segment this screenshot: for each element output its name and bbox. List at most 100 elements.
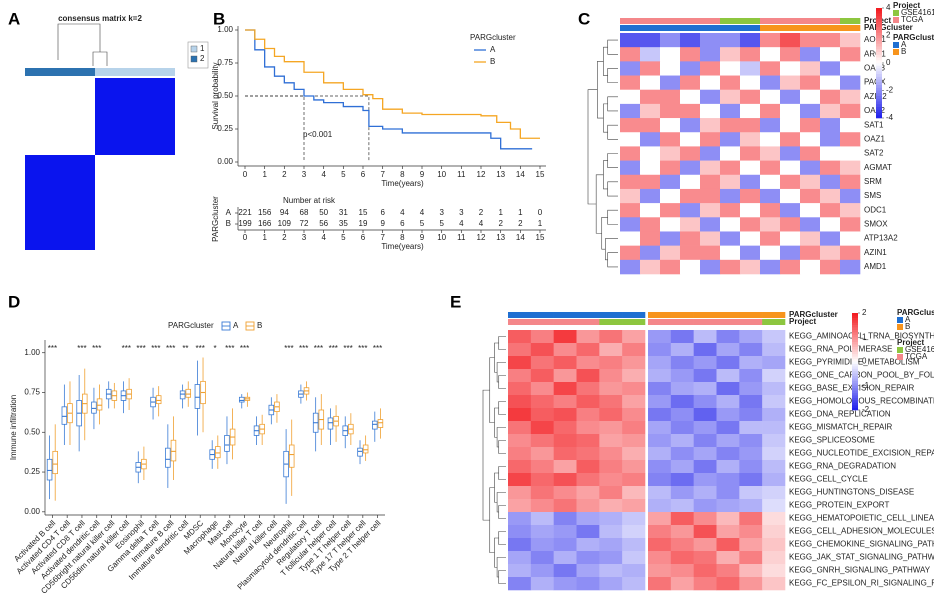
heatmap-cell bbox=[670, 408, 694, 422]
heatmap-cell bbox=[739, 499, 763, 513]
row-dendrogram bbox=[603, 46, 608, 76]
heatmap-cell bbox=[720, 217, 741, 232]
heatmap-cell bbox=[760, 33, 781, 48]
heatmap-cell bbox=[693, 564, 717, 578]
heatmap-cell bbox=[780, 103, 801, 119]
heatmap-cell bbox=[693, 486, 717, 500]
heatmap-cell bbox=[680, 103, 701, 119]
heatmap-cell bbox=[739, 330, 763, 344]
row-dendrogram bbox=[489, 357, 495, 423]
heatmap-cell bbox=[648, 473, 672, 487]
risk-value: 2 bbox=[479, 208, 484, 217]
legend-label: B bbox=[905, 322, 910, 331]
row-dendrogram bbox=[607, 124, 618, 140]
row-label: KEGG_CHEMOKINE_SIGNALING_PATHWAY bbox=[789, 540, 934, 549]
heatmap-cell bbox=[740, 245, 761, 261]
heatmap-cell bbox=[553, 499, 577, 513]
y-tick-label: 0.00 bbox=[24, 507, 40, 516]
risk-value: 50 bbox=[319, 208, 328, 217]
column-annotation bbox=[800, 25, 821, 31]
heatmap-cell bbox=[648, 564, 672, 578]
colorbar-slice bbox=[852, 373, 858, 377]
heatmap-cell bbox=[740, 160, 761, 176]
heatmap-cell bbox=[508, 395, 532, 409]
heatmap-cell bbox=[820, 75, 841, 91]
heatmap-cell bbox=[820, 47, 841, 62]
colorbar-slice bbox=[852, 334, 858, 338]
colorbar-slice bbox=[876, 63, 882, 67]
heatmap-cell bbox=[648, 525, 672, 539]
heatmap-cell bbox=[716, 330, 740, 344]
row-dendrogram bbox=[498, 466, 506, 480]
heatmap-cell bbox=[800, 103, 821, 119]
row-label: ARG1 bbox=[864, 49, 886, 58]
heatmap-cell bbox=[508, 473, 532, 487]
row-label: AMD1 bbox=[864, 262, 887, 271]
legend-swatch bbox=[897, 324, 903, 330]
legend-label: A bbox=[233, 321, 239, 330]
heatmap-cell bbox=[800, 146, 821, 161]
colorbar-slice bbox=[852, 339, 858, 343]
table-x-tick-label: 11 bbox=[457, 233, 466, 242]
x-tick-label: 11 bbox=[457, 170, 466, 179]
row-dendrogram bbox=[607, 153, 618, 168]
heatmap-cell bbox=[648, 369, 672, 383]
column-annotation bbox=[660, 18, 681, 24]
colorbar-slice bbox=[852, 368, 858, 372]
heatmap-cell bbox=[739, 577, 763, 591]
heatmap-cell bbox=[640, 259, 661, 275]
row-dendrogram bbox=[482, 389, 490, 521]
heatmap-cell bbox=[700, 160, 721, 176]
risk-value: 1 bbox=[538, 219, 543, 228]
colorbar-slice bbox=[876, 96, 882, 100]
heatmap-cell bbox=[599, 356, 623, 370]
heatmap-cell bbox=[508, 421, 532, 435]
x-axis-label: Time(years) bbox=[381, 179, 424, 188]
heatmap-cell bbox=[660, 160, 681, 176]
heatmap-cell bbox=[720, 188, 741, 204]
heatmap-cell bbox=[670, 434, 694, 448]
heatmap-cell bbox=[716, 551, 740, 565]
significance: *** bbox=[358, 344, 367, 353]
risk-value: 5 bbox=[439, 219, 444, 228]
heatmap-cell bbox=[553, 395, 577, 409]
heatmap-cell bbox=[660, 231, 681, 246]
row-label: KEGG_AMINOACYL_TRNA_BIOSYNTHESIS bbox=[789, 332, 934, 341]
column-annotation bbox=[25, 68, 95, 76]
colorbar-slice bbox=[852, 322, 858, 326]
risk-value: 1 bbox=[518, 208, 523, 217]
heatmap-cell bbox=[800, 188, 821, 204]
heatmap-cell bbox=[576, 473, 600, 487]
heatmap-cell bbox=[693, 408, 717, 422]
legend-label: GSE41613 bbox=[901, 8, 934, 17]
heatmap-cell bbox=[720, 132, 741, 147]
row-label: KEGG_RNA_DEGRADATION bbox=[789, 462, 896, 471]
heatmap-cell bbox=[762, 486, 786, 500]
risk-value: 166 bbox=[258, 219, 272, 228]
colorbar-label: 0 bbox=[886, 58, 891, 67]
heatmap-cell bbox=[620, 146, 641, 161]
legend-label: A bbox=[490, 45, 496, 54]
x-tick-label: 2 bbox=[282, 170, 287, 179]
column-annotation bbox=[820, 18, 841, 24]
row-label: KEGG_GNRH_SIGNALING_PATHWAY bbox=[789, 566, 931, 575]
x-tick-label: 0 bbox=[243, 170, 248, 179]
risk-row-label: B bbox=[226, 219, 231, 228]
column-annotation bbox=[95, 68, 175, 76]
heatmap-cell bbox=[716, 343, 740, 357]
colorbar-slice bbox=[852, 320, 858, 323]
row-dendrogram bbox=[607, 252, 618, 268]
heatmap-cell bbox=[599, 434, 623, 448]
column-annotation bbox=[640, 25, 661, 31]
heatmap-cell bbox=[716, 356, 740, 370]
heatmap-cell bbox=[739, 486, 763, 500]
heatmap-cell bbox=[740, 231, 761, 246]
heatmap-cell bbox=[599, 564, 623, 578]
heatmap-cell bbox=[780, 75, 801, 91]
row-label: KEGG_MISMATCH_REPAIR bbox=[789, 423, 893, 432]
heatmap-cell bbox=[780, 188, 801, 204]
row-dendrogram bbox=[607, 181, 618, 197]
column-dendrogram bbox=[57, 23, 108, 66]
legend-label: B bbox=[490, 57, 495, 66]
heatmap-cell bbox=[648, 434, 672, 448]
